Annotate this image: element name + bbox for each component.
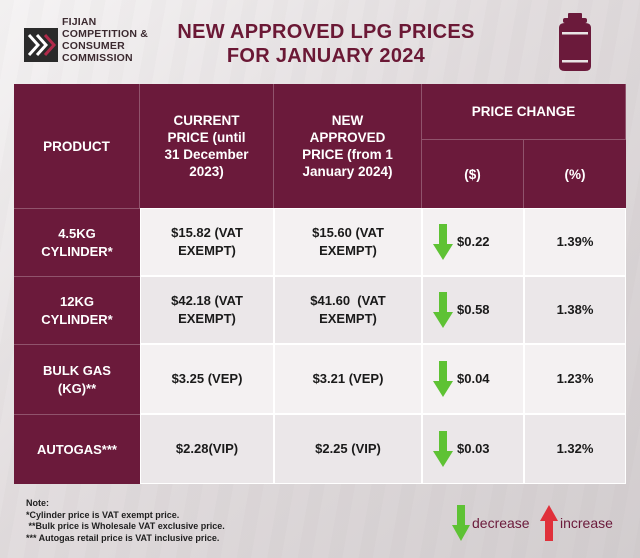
- header: FIJIAN COMPETITION & CONSUMER COMMISSION…: [0, 0, 640, 82]
- footnotes: Note: *Cylinder price is VAT exempt pric…: [26, 498, 326, 544]
- header-price-change: PRICE CHANGE: [422, 84, 626, 140]
- header-change-percent: (%): [524, 140, 626, 208]
- row-change-percent: 1.38%: [524, 276, 626, 344]
- org-name: FIJIAN COMPETITION & CONSUMER COMMISSION: [62, 16, 149, 64]
- note-bulk: **Bulk price is Wholesale VAT exclusive …: [26, 521, 225, 531]
- decrease-arrow-icon: [452, 505, 470, 541]
- header-new-price: NEW APPROVED PRICE (from 1 January 2024): [274, 84, 422, 208]
- decrease-arrow-icon: [433, 361, 453, 397]
- gas-cylinder-icon: [559, 13, 591, 71]
- increase-arrow-icon: [540, 505, 558, 541]
- row-new-price: $15.60 (VAT EXEMPT): [274, 208, 422, 276]
- row-new-price: $2.25 (VIP): [274, 414, 422, 484]
- row-product-autogas: AUTOGAS***: [14, 414, 140, 484]
- row-current-price: $3.25 (VEP): [140, 344, 274, 414]
- header-product: PRODUCT: [14, 84, 140, 208]
- note-autogas: *** Autogas retail price is VAT inclusiv…: [26, 532, 220, 543]
- legend: decrease increase: [452, 503, 632, 543]
- header-current-price: CURRENT PRICE (until 31 December 2023): [140, 84, 274, 208]
- fccc-logo: FIJIAN COMPETITION & CONSUMER COMMISSION: [24, 14, 154, 74]
- row-current-price: $2.28(VIP): [140, 414, 274, 484]
- chevron-logo-icon: [24, 28, 58, 62]
- decrease-arrow-icon: [433, 292, 453, 328]
- row-new-price: $41.60 (VAT EXEMPT): [274, 276, 422, 344]
- notes-heading: Note:: [26, 498, 49, 508]
- row-change-dollar: $0.58: [422, 276, 524, 344]
- lpg-price-table: PRODUCT CURRENT PRICE (until 31 December…: [14, 84, 626, 484]
- row-change-dollar: $0.04: [422, 344, 524, 414]
- header-change-dollar: ($): [422, 140, 524, 208]
- row-current-price: $42.18 (VAT EXEMPT): [140, 276, 274, 344]
- legend-increase-label: increase: [560, 515, 613, 531]
- row-change-percent: 1.39%: [524, 208, 626, 276]
- row-product-4-5kg: 4.5KG CYLINDER*: [14, 208, 140, 276]
- row-change-dollar: $0.22: [422, 208, 524, 276]
- row-product-12kg: 12KG CYLINDER*: [14, 276, 140, 344]
- legend-decrease-label: decrease: [472, 515, 530, 531]
- row-new-price: $3.21 (VEP): [274, 344, 422, 414]
- note-cylinder: *Cylinder price is VAT exempt price.: [26, 509, 180, 520]
- decrease-arrow-icon: [433, 431, 453, 467]
- decrease-arrow-icon: [433, 224, 453, 260]
- row-change-percent: 1.32%: [524, 414, 626, 484]
- row-change-percent: 1.23%: [524, 344, 626, 414]
- row-change-dollar: $0.03: [422, 414, 524, 484]
- page-title: NEW APPROVED LPG PRICES FOR JANUARY 2024: [177, 21, 475, 67]
- row-current-price: $15.82 (VAT EXEMPT): [140, 208, 274, 276]
- row-product-bulk-gas: BULK GAS (KG)**: [14, 344, 140, 414]
